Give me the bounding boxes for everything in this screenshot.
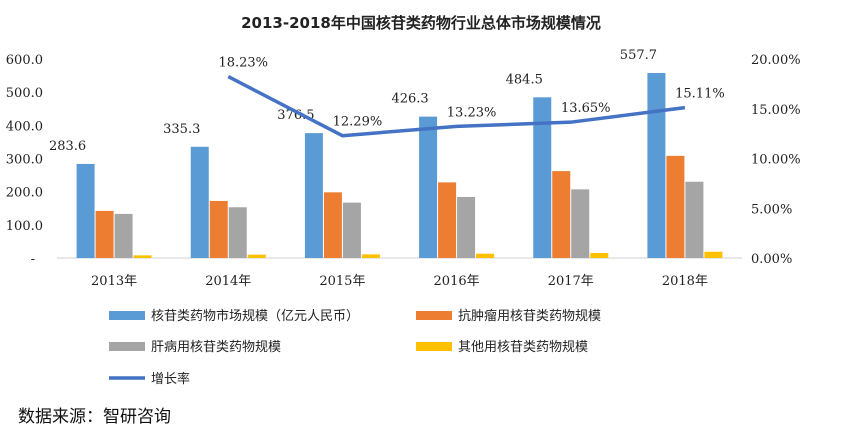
left-axis-tick-label: 500.0 (6, 86, 43, 101)
bar (571, 189, 590, 258)
x-axis-tick-label: 2018年 (662, 274, 708, 289)
left-axis-tick-label: 100.0 (6, 219, 43, 234)
x-axis-tick-label: 2017年 (548, 274, 594, 289)
left-axis-tick-label: - (31, 252, 35, 267)
bar (247, 254, 266, 258)
bar (304, 133, 323, 258)
legend-swatch (109, 311, 145, 320)
right-axis-tick-label: 0.00% (751, 252, 792, 267)
bar (590, 253, 609, 258)
bar (685, 181, 704, 258)
bar-data-label: 376.5 (277, 108, 314, 123)
bar (133, 255, 152, 258)
bar (342, 202, 361, 258)
bar (438, 182, 457, 258)
bar-data-label: 484.5 (506, 72, 543, 87)
x-axis-tick-label: 2013年 (91, 274, 137, 289)
right-axis-tick-label: 20.00% (751, 53, 801, 68)
growth-rate-label: 12.29% (333, 115, 383, 130)
x-axis-tick-label: 2014年 (205, 274, 251, 289)
legend-swatch (109, 342, 145, 351)
right-axis-tick-label: 15.00% (751, 103, 801, 118)
bar (361, 254, 380, 258)
growth-rate-label: 18.23% (218, 56, 268, 71)
legend-label: 肝病用核苷类药物规模 (151, 340, 281, 355)
legend-label: 其他用核苷类药物规模 (458, 340, 588, 355)
bar-data-label: 557.7 (620, 48, 657, 63)
chart-title: 2013-2018年中国核苷类药物行业总体市场规模情况 (241, 14, 601, 32)
right-axis-tick-label: 10.00% (751, 153, 801, 168)
growth-rate-label: 15.11% (675, 87, 725, 102)
legend-label: 核苷类药物市场规模（亿元人民币） (151, 308, 359, 324)
bar-data-label: 283.6 (49, 139, 86, 154)
bar (114, 213, 133, 258)
bar (76, 163, 95, 258)
bar (457, 196, 476, 258)
bar (552, 171, 571, 258)
growth-rate-label: 13.65% (561, 101, 611, 116)
legend-label: 抗肿瘤用核苷类药物规模 (458, 308, 601, 324)
bar (95, 210, 114, 258)
source-note: 数据来源：智研咨询 (18, 407, 171, 427)
left-axis-tick-label: 400.0 (6, 119, 43, 134)
bar (209, 200, 228, 258)
right-axis-tick-label: 5.00% (751, 202, 792, 217)
bar (323, 192, 342, 258)
bar (419, 116, 438, 258)
bar (533, 97, 552, 259)
bar (228, 207, 247, 258)
bar (704, 251, 723, 258)
left-axis-tick-label: 200.0 (6, 186, 43, 201)
chart-svg: 2013-2018年中国核苷类药物行业总体市场规模情况 - 100.0 200.0 30… (6, 14, 801, 387)
bar-data-label: 335.3 (163, 122, 200, 137)
legend-swatch (416, 311, 452, 320)
growth-rate-line (227, 75, 686, 138)
bar (666, 155, 685, 258)
bar (476, 253, 495, 258)
legend-swatch (416, 342, 452, 351)
left-axis-tick-label: 300.0 (6, 153, 43, 168)
x-axis-tick-label: 2016年 (434, 274, 480, 289)
bar (647, 73, 666, 258)
legend-label: 增长率 (151, 371, 190, 387)
bar-data-label: 426.3 (391, 92, 428, 107)
x-axis-tick-label: 2015年 (319, 274, 365, 289)
left-axis-tick-label: 600.0 (6, 53, 43, 68)
bar (190, 146, 209, 258)
growth-rate-label: 13.23% (447, 105, 497, 120)
